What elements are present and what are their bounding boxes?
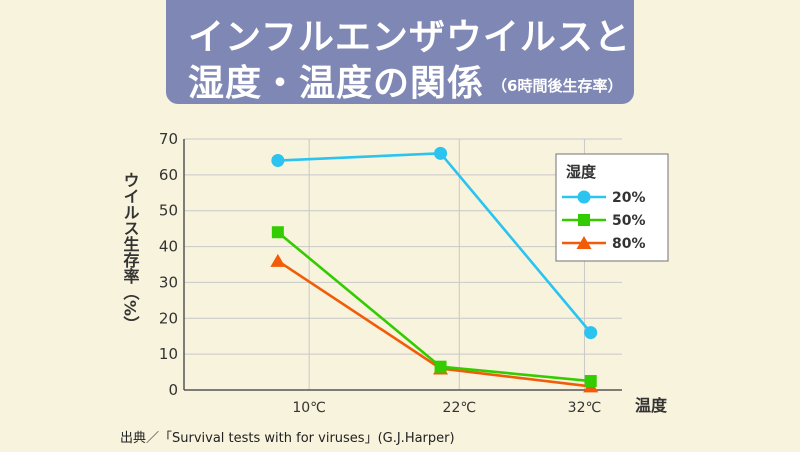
legend-entry: 20% [612,190,646,206]
title-banner: インフルエンザウイルスと 湿度・温度の関係 （6時間後生存率） [166,0,634,104]
y-tick-label: 60 [159,166,178,184]
data-point-50pct [434,360,447,373]
chart-legend: 湿度 20% 50% 80% [555,153,669,262]
series-line-20pct [277,152,592,334]
y-tick-label: 30 [159,273,178,291]
legend-entry: 50% [612,213,646,229]
series-line-80pct [277,259,591,388]
title-main: 湿度・温度の関係 [188,63,485,104]
x-tick-label: 22℃ [443,400,477,416]
y-tick-label: 0 [168,381,178,399]
data-point-80pct [270,253,286,267]
data-point-50pct [584,375,597,388]
data-point-20pct [271,154,285,168]
data-point-50pct [271,226,284,239]
legend-marker [576,236,592,249]
y-tick-label: 10 [159,345,178,363]
series-line-50pct [277,231,591,383]
y-tick-label: 20 [159,309,178,327]
chart-axes: 0 10 20 30 40 50 60 70 10℃ 22℃ 32℃ 温度 ウイルス生存率（%） [121,130,669,416]
title-line-1: インフルエンザウイルスと [188,17,631,58]
x-tick-label: 10℃ [292,400,326,416]
title-subtitle: （6時間後生存率） [492,77,623,95]
title-line-2: 湿度・温度の関係 （6時間後生存率） [188,54,622,106]
legend-marker [577,190,591,204]
data-point-20pct [434,146,448,160]
legend-title: 湿度 [566,163,597,181]
legend-marker [578,214,590,226]
x-axis-label: 温度 [634,396,668,415]
y-tick-label: 70 [159,130,178,148]
chart-series [270,146,599,393]
legend-entry: 80% [612,236,646,252]
x-tick-label: 32℃ [568,400,602,416]
data-point-20pct [584,326,598,340]
y-tick-label: 40 [159,238,178,256]
y-tick-label: 50 [159,202,178,220]
y-axis-label: ウイルス生存率（%） [121,172,140,332]
source-citation: 出典／「Survival tests with for viruses」(G.J… [120,431,455,446]
